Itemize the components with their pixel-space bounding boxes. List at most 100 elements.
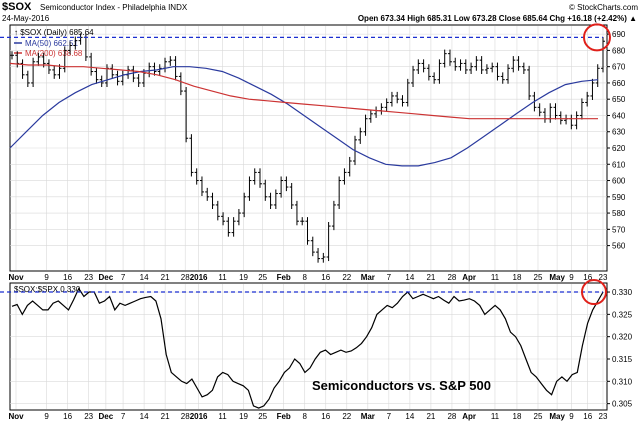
price-bar bbox=[94, 67, 99, 84]
price-bar bbox=[384, 98, 389, 112]
y-tick-label: 0.310 bbox=[612, 377, 633, 386]
x-tick-label: 16 bbox=[63, 273, 72, 282]
price-bar bbox=[506, 64, 511, 84]
price-bar bbox=[342, 168, 347, 185]
x-tick-label: 11 bbox=[491, 412, 500, 421]
price-bar bbox=[31, 57, 36, 87]
price-bar bbox=[437, 59, 442, 84]
price-bar bbox=[231, 217, 236, 237]
y-tick-label: 570 bbox=[612, 225, 626, 234]
price-bar bbox=[495, 62, 500, 81]
price-bar bbox=[574, 111, 579, 130]
price-bar bbox=[284, 176, 289, 192]
x-tick-label: Dec bbox=[99, 412, 114, 421]
price-bar bbox=[173, 56, 178, 81]
x-tick-label: 14 bbox=[405, 412, 414, 421]
x-tick-label: 25 bbox=[258, 412, 267, 421]
price-bar bbox=[585, 91, 590, 107]
price-bar bbox=[15, 51, 20, 68]
price-y-axis: 560 570 580 590 600 610 620 630 640 650 660 670 680 6… bbox=[607, 30, 626, 251]
price-bar bbox=[590, 78, 595, 101]
price-bar bbox=[184, 87, 189, 143]
price-bar bbox=[36, 52, 41, 66]
price-bar bbox=[337, 176, 342, 209]
x-tick-label: Nov bbox=[8, 412, 24, 421]
price-bar bbox=[115, 70, 120, 86]
y-tick-label: 620 bbox=[612, 144, 626, 153]
price-bar bbox=[178, 72, 183, 96]
ratio-line bbox=[11, 287, 604, 409]
price-bar bbox=[316, 248, 321, 263]
x-tick-label: 19 bbox=[239, 412, 248, 421]
price-bar bbox=[479, 56, 484, 74]
annotations bbox=[0, 23, 611, 306]
price-bar bbox=[25, 70, 30, 87]
y-tick-label: 0.305 bbox=[612, 400, 633, 409]
y-tick-label: 610 bbox=[612, 160, 626, 169]
x-tick-label: 25 bbox=[258, 273, 267, 282]
price-bar bbox=[469, 62, 474, 74]
price-bar bbox=[358, 127, 363, 144]
y-tick-label: 660 bbox=[612, 79, 626, 88]
x-tick-label: 19 bbox=[239, 273, 248, 282]
x-tick-label: Feb bbox=[277, 412, 291, 421]
price-bar bbox=[579, 98, 584, 120]
price-bar bbox=[553, 103, 558, 120]
ratio-line-path bbox=[11, 287, 604, 409]
price-bar bbox=[416, 59, 421, 74]
x-tick-label: May bbox=[549, 273, 565, 282]
legend-sox: ↑ $SOX (Daily) 685.64 bbox=[14, 28, 94, 37]
x-tick-label: 14 bbox=[405, 273, 414, 282]
x-tick-label: May bbox=[549, 412, 565, 421]
price-bar bbox=[226, 217, 231, 237]
x-tick-label: Dec bbox=[99, 273, 114, 282]
x-tick-label: 23 bbox=[599, 273, 608, 282]
x-tick-label: 14 bbox=[140, 273, 149, 282]
price-bar bbox=[331, 200, 336, 231]
x-tick-label: 18 bbox=[513, 273, 522, 282]
price-bar bbox=[236, 209, 241, 226]
x-tick-label: Nov bbox=[8, 273, 24, 282]
price-bar bbox=[199, 176, 204, 196]
price-bar bbox=[300, 217, 305, 226]
x-tick-label: 25 bbox=[534, 273, 543, 282]
ratio-annotation: Semiconductors vs. S&P 500 bbox=[312, 378, 491, 393]
price-bar bbox=[194, 168, 199, 185]
x-tick-label: 9 bbox=[44, 412, 49, 421]
price-bar bbox=[263, 179, 268, 201]
price-bar bbox=[279, 176, 284, 198]
x-tick-label: Apr bbox=[462, 273, 476, 282]
price-bar bbox=[131, 65, 136, 83]
chart-symbol: $SOX bbox=[2, 1, 32, 13]
price-bar bbox=[52, 65, 57, 79]
x-axis: Nov 9 16 23 Dec 7 14 21 28 2016 11 19 25 Feb 8 16 22 Mar 7… bbox=[8, 273, 608, 282]
legend-ma50: MA(50) 662.51 bbox=[25, 39, 78, 48]
price-bar bbox=[411, 65, 416, 87]
y-tick-label: 560 bbox=[612, 242, 626, 251]
y-tick-label: 650 bbox=[612, 95, 626, 104]
y-tick-label: 0.330 bbox=[612, 288, 633, 297]
price-bar bbox=[152, 62, 157, 76]
x-tick-label: 23 bbox=[84, 412, 93, 421]
y-tick-label: 690 bbox=[612, 30, 626, 39]
price-bar bbox=[521, 62, 526, 74]
x-tick-label: 18 bbox=[513, 412, 522, 421]
price-bar bbox=[500, 72, 505, 84]
legend-ratio: $SOX:$SPX 0.330 bbox=[14, 285, 81, 294]
quote-line: Open 673.34 High 685.31 Low 673.28 Close… bbox=[358, 14, 637, 23]
ma50-line bbox=[9, 66, 599, 167]
price-bar bbox=[247, 176, 252, 201]
y-tick-label: 670 bbox=[612, 63, 626, 72]
ratio-panel bbox=[9, 282, 608, 411]
price-bar bbox=[458, 59, 463, 71]
ma200-line bbox=[9, 62, 598, 120]
y-tick-label: 640 bbox=[612, 111, 626, 120]
price-bar bbox=[368, 109, 373, 123]
price-bar bbox=[442, 49, 447, 68]
price-bar bbox=[421, 59, 426, 73]
chart-source: © StockCharts.com bbox=[569, 3, 638, 12]
x-tick-label: 11 bbox=[491, 273, 500, 282]
x-tick-label: 9 bbox=[569, 273, 574, 282]
price-bar bbox=[46, 59, 51, 74]
x-tick-label: 2016 bbox=[190, 273, 208, 282]
